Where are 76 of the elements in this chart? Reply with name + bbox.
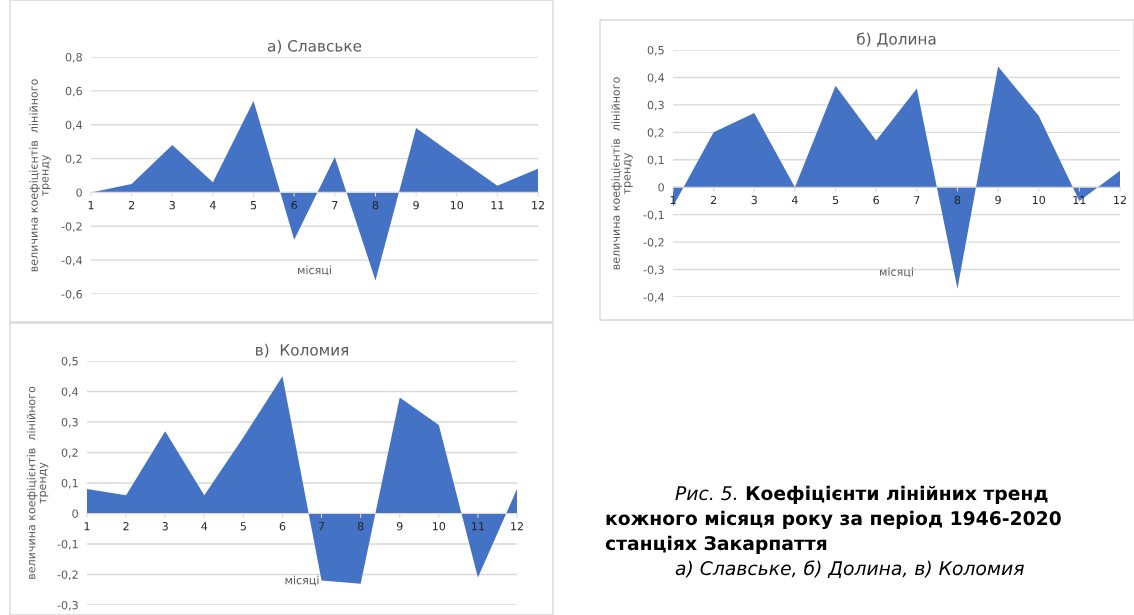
x-tick-label: 4 <box>791 195 798 204</box>
y-tick-label: 0,6 <box>65 86 82 97</box>
x-tick-label: 9 <box>995 195 1001 205</box>
y-axis-title: величина коефіцієнтів лінійного тренду <box>29 79 51 272</box>
y-tick-label: 0,1 <box>647 155 664 166</box>
y-tick-label: 0,5 <box>647 45 664 56</box>
x-tick-label: 5 <box>250 201 257 210</box>
y-tick-label: 0 <box>658 183 664 192</box>
y-tick-label: 0,4 <box>65 120 83 131</box>
x-axis-title: місяці <box>285 575 319 586</box>
x-tick-label: 8 <box>372 200 379 210</box>
y-tick-label: -0,6 <box>61 289 82 300</box>
text: Коефіцієнти лінійних тренд <box>746 485 1048 504</box>
text: станціях Закарпаття <box>605 535 827 554</box>
y-tick-label: 0,1 <box>61 478 78 489</box>
x-tick-label: 3 <box>751 195 757 205</box>
text: кожного місяця року за період 1946-2020 <box>606 510 1061 530</box>
x-tick-label: 7 <box>332 201 338 210</box>
y-tick-label: 0,8 <box>65 52 82 63</box>
y-tick-label: -0,3 <box>57 600 78 611</box>
y-tick-label: 0 <box>72 509 78 518</box>
x-tick-label: 3 <box>162 522 168 531</box>
x-tick-label: 8 <box>954 195 961 205</box>
y-axis-title: величина коефіцієнтів лінійного тренду <box>26 386 49 579</box>
y-tick-label: 0,5 <box>61 356 78 367</box>
y-tick-label: -0,3 <box>643 265 664 276</box>
x-tick-label: 11 <box>1073 195 1086 204</box>
x-axis-title: місяці <box>298 265 331 276</box>
x-tick-label: 10 <box>432 522 446 531</box>
y-tick-label: 0,4 <box>61 387 79 398</box>
x-tick-label: 9 <box>396 522 403 531</box>
x-tick-label: 12 <box>1114 195 1126 204</box>
y-tick-label: 0,2 <box>65 154 82 165</box>
x-tick-label: 12 <box>532 200 544 210</box>
x-tick-label: 2 <box>123 522 129 531</box>
x-tick-label: 8 <box>357 522 364 531</box>
x-tick-label: 5 <box>832 195 839 205</box>
chart-title: б) Долина <box>857 32 936 47</box>
x-tick-label: 9 <box>413 200 419 210</box>
y-tick-label: -0,2 <box>57 570 78 581</box>
chart-title: в) Коломия <box>256 343 349 358</box>
x-tick-label: 1 <box>84 522 90 531</box>
x-axis-title: місяці <box>880 267 913 278</box>
x-tick-label: 12 <box>511 522 523 531</box>
x-tick-label: 7 <box>914 195 920 204</box>
y-tick-label: 0,3 <box>647 100 664 111</box>
x-tick-label: 11 <box>472 522 484 531</box>
x-tick-label: 10 <box>1032 195 1046 205</box>
y-tick-label: -0,1 <box>57 539 78 550</box>
y-tick-label: 0 <box>76 188 82 197</box>
x-tick-label: 2 <box>128 200 135 210</box>
x-tick-label: 7 <box>318 522 325 531</box>
text: Рис. 5. <box>675 486 737 501</box>
y-tick-label: -0,2 <box>61 222 82 232</box>
y-tick-label: -0,4 <box>61 256 83 266</box>
x-tick-label: 6 <box>291 200 298 210</box>
x-tick-label: 5 <box>240 522 246 531</box>
x-tick-label: 11 <box>491 201 504 210</box>
x-tick-label: 6 <box>279 522 286 531</box>
x-tick-label: 1 <box>88 201 94 210</box>
x-tick-label: 10 <box>450 200 464 210</box>
y-axis-title: величина коефіцієнтів лінійного тренду <box>611 77 633 270</box>
x-tick-label: 2 <box>710 195 717 204</box>
y-tick-label: -0,2 <box>643 238 664 248</box>
text: а) Славське, б) Долина, в) Коломия <box>675 560 1024 578</box>
y-tick-label: 0,2 <box>61 448 78 459</box>
x-tick-label: 4 <box>209 201 216 210</box>
x-tick-label: 3 <box>169 200 175 210</box>
y-tick-label: 0,3 <box>61 417 78 428</box>
x-tick-label: 6 <box>873 195 880 205</box>
y-tick-label: 0,4 <box>647 73 665 83</box>
y-tick-label: -0,1 <box>643 210 664 221</box>
y-tick-label: -0,4 <box>643 292 665 303</box>
chart-title: а) Славське <box>267 39 362 54</box>
y-tick-label: 0,2 <box>647 128 664 138</box>
x-tick-label: 4 <box>201 522 208 531</box>
